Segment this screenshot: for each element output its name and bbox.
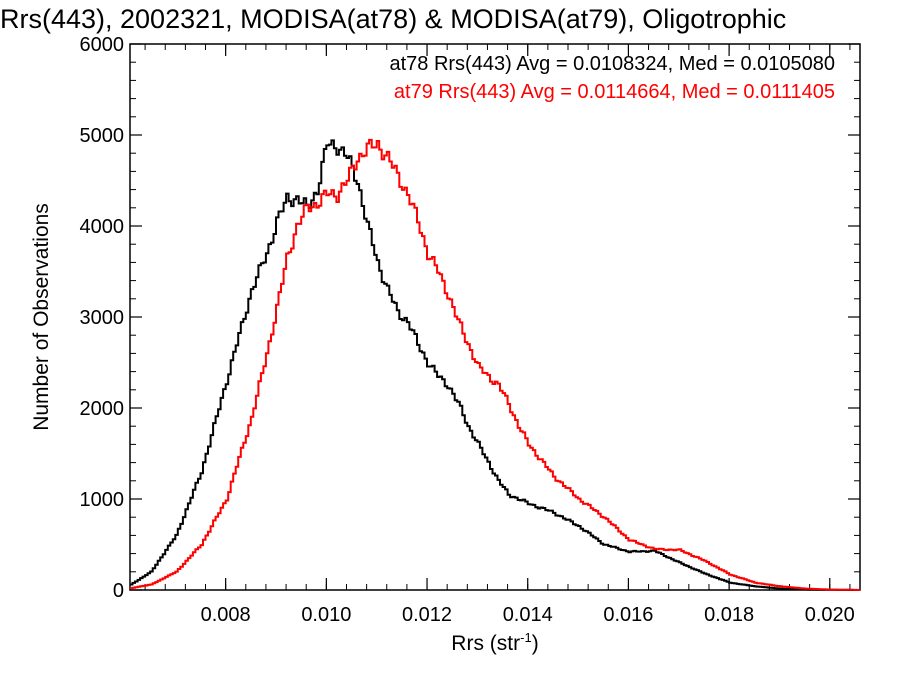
histogram-series [130,138,860,591]
x-tick-label: 0.020 [805,604,855,626]
chart-title: Rrs(443), 2002321, MODISA(at78) & MODISA… [0,4,786,34]
y-tick-label: 3000 [80,307,125,329]
y-tick-label: 1000 [80,489,125,511]
x-tick-label: 0.014 [503,604,553,626]
y-tick-label: 6000 [80,34,125,56]
x-tick-label: 0.008 [201,604,251,626]
histogram-line-at79 [130,138,860,591]
x-axis-label-main: Rrs (str [451,632,520,655]
histogram-line-at78 [130,139,860,591]
y-axis-label: Number of Observations [30,203,53,431]
y-tick-label: 5000 [80,125,125,147]
y-tick-label: 4000 [80,216,125,238]
x-tick-label: 0.012 [402,604,452,626]
x-tick-label: 0.018 [704,604,754,626]
axis-ticks: 0.008 0.010 0.012 0.014 0.016 0.018 0.020 0 1000… [80,34,860,626]
stats-line-at79: at79 Rrs(443) Avg = 0.0114664, Med = 0.0… [394,81,835,103]
x-tick-label: 0.016 [603,604,653,626]
x-axis-label-tail: ) [532,632,539,655]
x-tick-label: 0.010 [301,604,351,626]
x-axis-label: Rrs (str-1) [451,630,538,655]
y-tick-label: 0 [113,580,124,602]
y-tick-label: 2000 [80,398,125,420]
stats-line-at78: at78 Rrs(443) Avg = 0.0108324, Med = 0.0… [389,53,835,75]
plot-frame [129,43,861,591]
x-axis-label-superscript: -1 [520,630,532,645]
